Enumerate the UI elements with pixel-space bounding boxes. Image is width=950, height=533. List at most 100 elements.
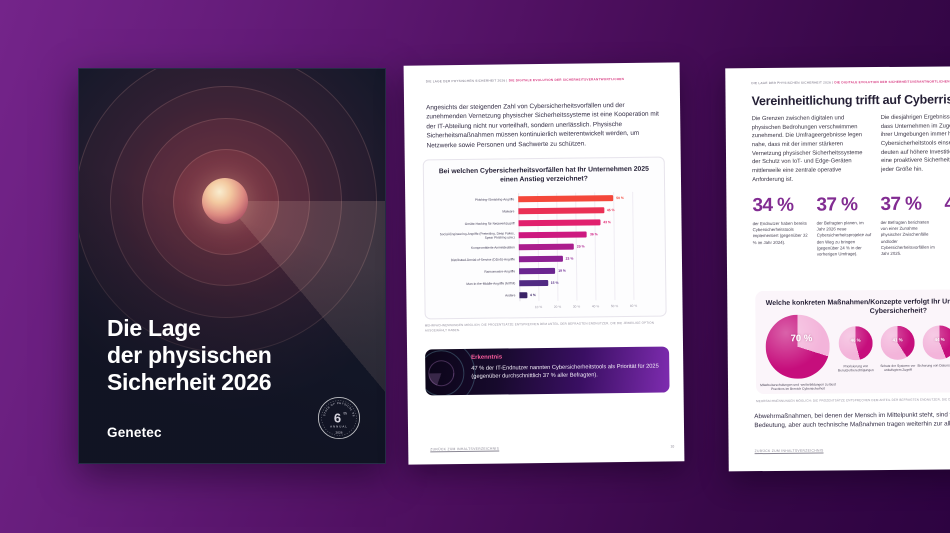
- cover-title-line: Die Lage: [107, 315, 201, 341]
- anniversary-badge: STATE OF PHYSICAL SECURITY 6 th ANNUAL 2…: [317, 396, 361, 440]
- pie-value-label: 44 %: [934, 337, 945, 343]
- bar: [518, 231, 588, 239]
- bar-label: Man-in-the-Middle-Angriffe (MITM): [466, 281, 516, 286]
- x-axis-tick: 50 %: [610, 304, 619, 309]
- intro-column-1: Die Grenzen zwischen digitalen und physi…: [751, 115, 863, 183]
- x-axis-tick: 10 %: [534, 305, 543, 310]
- bar: [518, 255, 563, 263]
- stat-value: 37 %: [880, 193, 922, 216]
- survey-footnote: MEHRFACHNENNUNGEN MÖGLICH; DIE PROZENTSÄ…: [756, 397, 950, 404]
- stat-caption: der Befragten berichteten von einer Zuna…: [880, 219, 935, 257]
- bar-label: Andere: [505, 293, 516, 298]
- pie-value-label: 70 %: [790, 333, 813, 345]
- stat-block: 37 % der Befragten planen, im Jahr 2026 n…: [816, 194, 881, 258]
- badge-number: 6: [334, 411, 341, 426]
- stat-value: 34 %: [752, 194, 794, 217]
- running-header: DIE LAGE DER PHYSISCHEN SICHERHEIT 2026 …: [751, 79, 949, 85]
- bar-label: Social-Engineering-Angriffe (Pretexting,…: [439, 231, 515, 240]
- pie-value-label: 41 %: [892, 337, 903, 343]
- pie-chart: 70 %: [765, 314, 830, 380]
- bar-row: Andere 4 %: [433, 288, 657, 303]
- genetec-logo: Genetec: [107, 425, 162, 440]
- bar-label: Malware: [502, 209, 515, 214]
- report-inner-page-cyber-incidents: DIE LAGE DER PHYSISCHEN SICHERHEIT 2026 …: [403, 62, 685, 465]
- x-axis-tick: 40 %: [591, 304, 600, 309]
- bar-value-label: 4 %: [529, 293, 536, 298]
- bar-chart-card: Bei welchen Cybersicherheitsvorfällen ha…: [422, 156, 667, 320]
- running-header: DIE LAGE DER PHYSISCHEN SICHERHEIT 2026 …: [426, 77, 624, 83]
- bar: [518, 207, 604, 215]
- stat-value: 4: [944, 193, 950, 215]
- pie-caption: Sicherung von Datenspeichern: [917, 363, 950, 368]
- x-axis-tick: 60 %: [629, 303, 638, 308]
- bar: [518, 243, 574, 251]
- bar-chart-plot: Phishing-/Smishing-Angriffe 50 % Malware 45…: [432, 191, 657, 305]
- stat-block: 4: [944, 193, 950, 257]
- intro-column-2: Die diesjährigen Ergebnisse zeigen außer…: [880, 114, 950, 174]
- x-axis-ticks: 10 % 20 % 30 % 40 % 50 % 60 %: [434, 304, 658, 315]
- stat-block: 34 % der Endnutzer haben bereits Cybersic…: [752, 195, 817, 259]
- cover-title: Die Lage der physischen Sicherheit 2026: [107, 315, 272, 396]
- stats-row: 34 % der Endnutzer haben bereits Cybersic…: [752, 193, 950, 259]
- pie-chart: 46 %: [838, 326, 873, 361]
- bar-rows: Phishing-/Smishing-Angriffe 50 % Malware 45…: [432, 192, 657, 303]
- closing-paragraph: Abwehrmaßnahmen, bei denen der Mensch im…: [754, 411, 950, 430]
- stat-block: 37 % der Befragten berichteten von einer …: [880, 193, 945, 257]
- pie-chart: 41 %: [880, 325, 915, 361]
- bar: [519, 267, 556, 275]
- bar: [519, 292, 528, 299]
- running-header-section: DIE DIGITALE EVOLUTION DER SICHERHEITSVE…: [508, 77, 625, 83]
- bar-label: Kompromittierte Anmeldedaten: [471, 245, 515, 250]
- badge-number-suffix: th: [344, 411, 347, 416]
- pie-chart: 44 %: [922, 325, 950, 360]
- cover-title-line: Sicherheit 2026: [107, 369, 272, 395]
- pie-caption: Mitarbeiterschulungen und -weiterbildung…: [760, 382, 836, 392]
- pie-chart-card: Welche konkreten Maßnahmen/Konzepte verf…: [755, 288, 950, 395]
- insight-body: 47 % der IT-Endnutzer nannten Cybersiche…: [471, 363, 659, 381]
- running-header-report: DIE LAGE DER PHYSISCHEN SICHERHEIT 2026: [751, 80, 832, 86]
- bar-value-label: 45 %: [606, 208, 615, 213]
- bar-value-label: 36 %: [590, 232, 598, 237]
- stat-caption: der Endnutzer haben bereits Cybersicherh…: [752, 220, 808, 245]
- pie-chart-title: Welche konkreten Maßnahmen/Konzepte verf…: [765, 298, 950, 316]
- bar-value-label: 19 %: [558, 268, 566, 273]
- bar-value-label: 43 %: [603, 220, 611, 225]
- bar-label: Distributed-Denial-of-Service (DDoS)-Ang…: [450, 257, 515, 263]
- section-title: Vereinheitlichung trifft auf Cyberrisike…: [751, 92, 950, 109]
- back-to-toc-link[interactable]: ZURÜCK ZUM INHALTSVERZEICHNIS: [430, 446, 500, 452]
- survey-footnote: MEHRFACHNENNUNGEN MÖGLICH; DIE PROZENTSÄ…: [424, 320, 655, 333]
- bar-value-label: 23 %: [565, 256, 574, 261]
- pie-value-label: 46 %: [850, 337, 861, 344]
- cover-vignette: [79, 69, 385, 463]
- report-cover-page: Die Lage der physischen Sicherheit 2026 …: [78, 68, 386, 464]
- running-header-section: DIE DIGITALE EVOLUTION DER SICHERHEITSVE…: [834, 79, 950, 85]
- callout-wedge-decoration: [428, 360, 455, 387]
- bar-value-label: 29 %: [576, 244, 585, 249]
- badge-year: 2026: [336, 431, 343, 435]
- back-to-toc-link[interactable]: ZURÜCK ZUM INHALTSVERZEICHNIS: [754, 448, 824, 454]
- cover-title-line: der physischen: [107, 342, 272, 368]
- intro-columns: Die Grenzen zwischen digitalen und physi…: [752, 113, 950, 185]
- stat-caption: der Befragten planen, im Jahr 2026 neue …: [816, 220, 872, 257]
- bar-chart-title: Bei welchen Cybersicherheitsvorfällen ha…: [438, 165, 649, 184]
- intro-paragraph: Angesichts der steigenden Zahl von Cyber…: [426, 102, 659, 150]
- insight-callout: Erkenntnis 47 % der IT-Endnutzer nannten…: [425, 346, 670, 396]
- bar: [518, 195, 614, 203]
- bar-value-label: 50 %: [616, 196, 624, 201]
- page-number: 10: [670, 444, 675, 449]
- stat-value: 37 %: [816, 194, 858, 216]
- page-footer: ZURÜCK ZUM INHALTSVERZEICHNIS 10: [430, 444, 674, 451]
- bar-value-label: 15 %: [550, 280, 559, 285]
- badge-annual-label: ANNUAL: [330, 425, 348, 429]
- bar-label: Geräte-Hacking für Netzwerkzugriff: [464, 221, 515, 226]
- bar: [519, 279, 548, 287]
- bar: [518, 219, 601, 227]
- bar-label: Phishing-/Smishing-Angriffe: [474, 197, 515, 202]
- bar-track: 4 %: [519, 288, 657, 302]
- running-header-report: DIE LAGE DER PHYSISCHEN SICHERHEIT 2026: [425, 78, 506, 84]
- page-footer: ZURÜCK ZUM INHALTSVERZEICHNIS: [754, 447, 950, 454]
- bar-label: Ransomware-Angriffe: [484, 269, 516, 274]
- insight-title: Erkenntnis: [471, 354, 503, 361]
- report-inner-page-convergence: DIE LAGE DER PHYSISCHEN SICHERHEIT 2026 …: [725, 65, 950, 472]
